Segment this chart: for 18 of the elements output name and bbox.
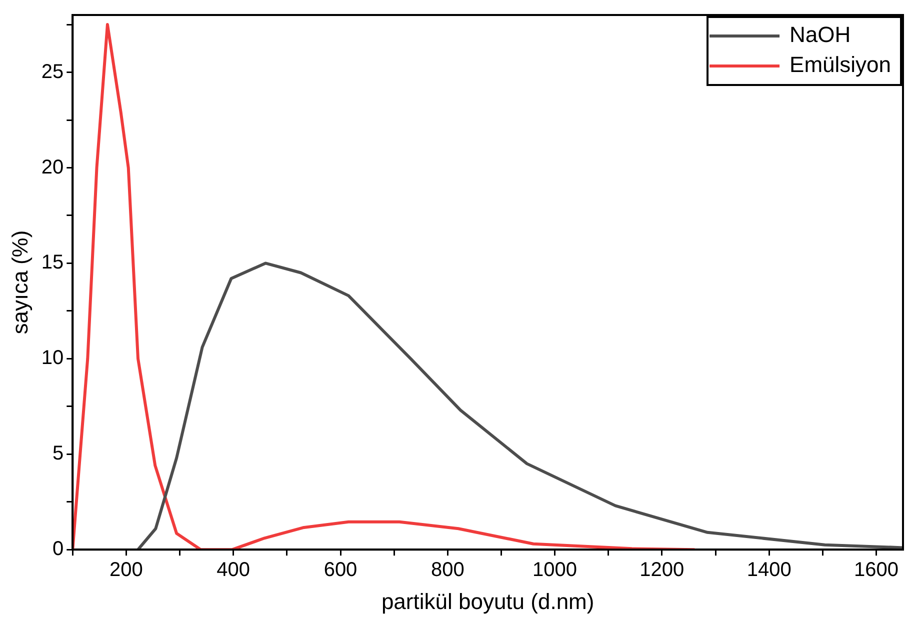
legend-label: Emülsiyon xyxy=(790,52,892,78)
y-tick-label: 0 xyxy=(52,538,64,560)
y-tick-label: 15 xyxy=(41,252,64,274)
x-tick-label: 1600 xyxy=(854,559,898,582)
y-tick-label: 10 xyxy=(41,347,64,370)
x-tick-label: 800 xyxy=(430,559,464,582)
legend-label: NaOH xyxy=(790,22,851,48)
x-tick-label: 1400 xyxy=(746,559,792,582)
x-tick-label: 200 xyxy=(110,559,143,582)
x-tick-label: 1000 xyxy=(532,559,578,582)
x-tick-label: 600 xyxy=(324,559,358,582)
y-axis-title: sayıca (%) xyxy=(7,230,32,334)
x-tick-label: 1200 xyxy=(640,559,684,582)
x-axis-title: partikül boyutu (d.nm) xyxy=(381,588,594,614)
y-tick-label: 20 xyxy=(41,156,64,178)
y-tick-label: 5 xyxy=(52,442,64,465)
y-tick-label: 25 xyxy=(41,60,64,83)
x-tick-label: 400 xyxy=(216,559,250,582)
